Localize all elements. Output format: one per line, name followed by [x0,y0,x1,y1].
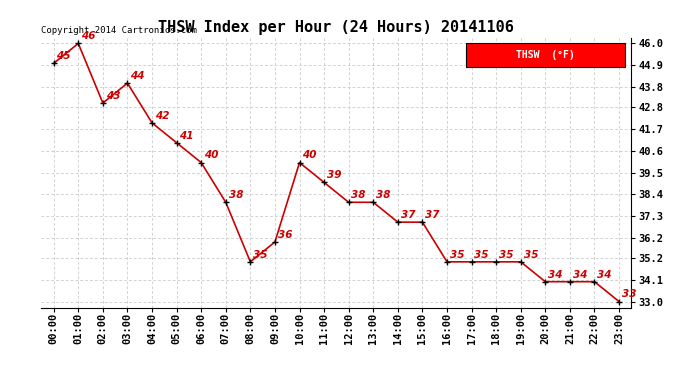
Text: 43: 43 [106,91,120,101]
Text: 35: 35 [474,250,489,259]
Text: 35: 35 [450,250,464,259]
Text: THSW  (°F): THSW (°F) [516,50,575,60]
Text: 35: 35 [253,250,268,259]
FancyBboxPatch shape [466,43,625,67]
Text: 38: 38 [376,190,391,200]
Text: 38: 38 [228,190,243,200]
Text: 44: 44 [130,71,145,81]
Text: Copyright 2014 Cartronics.com: Copyright 2014 Cartronics.com [41,26,197,35]
Text: 42: 42 [155,111,169,121]
Text: 45: 45 [57,51,71,61]
Text: 33: 33 [622,290,636,299]
Text: 40: 40 [302,150,317,160]
Text: 37: 37 [401,210,415,220]
Text: 35: 35 [499,250,513,259]
Title: THSW Index per Hour (24 Hours) 20141106: THSW Index per Hour (24 Hours) 20141106 [159,20,514,35]
Text: 34: 34 [573,270,587,279]
Text: 41: 41 [179,130,194,141]
Text: 37: 37 [425,210,440,220]
Text: 46: 46 [81,31,95,41]
Text: 35: 35 [524,250,538,259]
Text: 40: 40 [204,150,219,160]
Text: 38: 38 [351,190,366,200]
Text: 34: 34 [548,270,562,279]
Text: 36: 36 [277,230,292,240]
Text: 39: 39 [327,170,342,180]
Text: 34: 34 [598,270,612,279]
